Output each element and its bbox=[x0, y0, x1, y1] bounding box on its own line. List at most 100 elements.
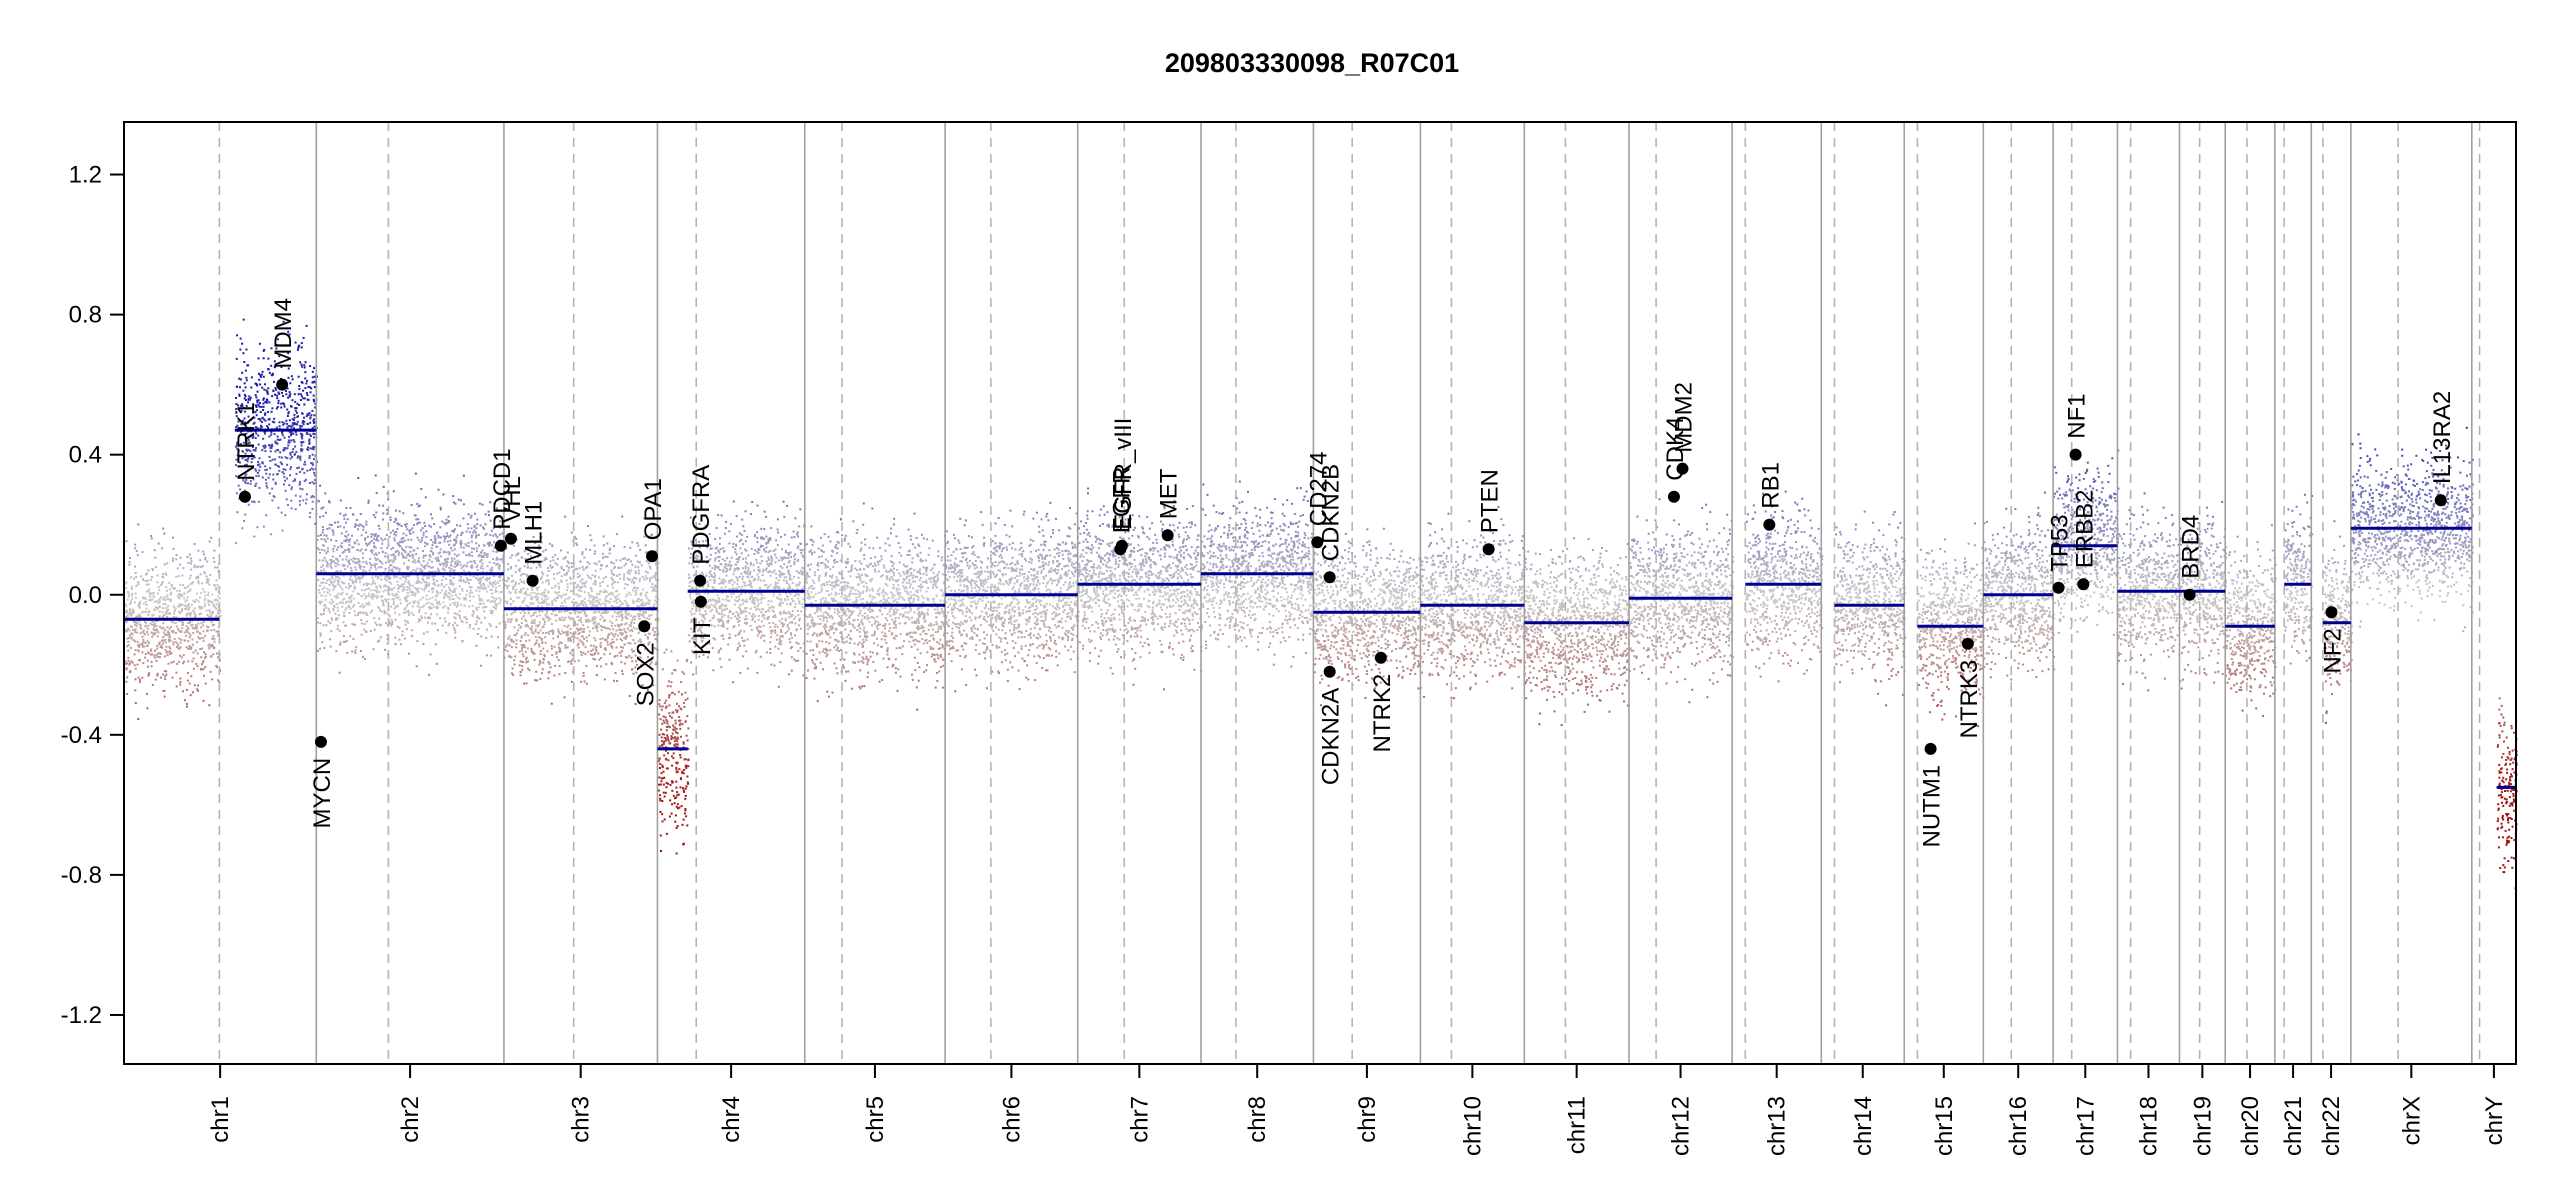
probe-point bbox=[532, 632, 535, 635]
probe-point bbox=[428, 554, 431, 557]
probe-point bbox=[373, 537, 376, 540]
probe-point bbox=[542, 550, 545, 553]
probe-point bbox=[686, 715, 689, 718]
probe-point bbox=[210, 601, 213, 604]
probe-point bbox=[424, 545, 427, 548]
probe-point bbox=[450, 564, 453, 567]
probe-point bbox=[564, 616, 567, 619]
probe-point bbox=[261, 462, 264, 465]
probe-point bbox=[384, 577, 387, 580]
probe-point bbox=[183, 660, 186, 663]
probe-point bbox=[325, 534, 328, 537]
probe-point bbox=[367, 583, 370, 585]
probe-point bbox=[523, 573, 526, 576]
probe-point bbox=[129, 671, 131, 674]
probe-point bbox=[245, 379, 248, 382]
probe-point bbox=[331, 529, 334, 532]
probe-point bbox=[470, 564, 473, 567]
probe-point bbox=[416, 605, 419, 608]
probe-point bbox=[590, 588, 593, 591]
probe-point bbox=[516, 596, 519, 599]
probe-point bbox=[320, 538, 323, 541]
probe-point bbox=[130, 613, 133, 616]
probe-point bbox=[170, 661, 173, 664]
probe-point bbox=[161, 642, 164, 645]
probe-point bbox=[363, 593, 366, 596]
probe-point bbox=[255, 482, 258, 485]
probe-point bbox=[354, 614, 357, 617]
probe-point bbox=[683, 758, 686, 761]
probe-point bbox=[250, 376, 253, 379]
probe-point bbox=[431, 566, 434, 569]
probe-point bbox=[541, 592, 544, 595]
probe-point bbox=[425, 554, 427, 557]
probe-point bbox=[401, 540, 404, 543]
probe-point bbox=[335, 570, 338, 573]
probe-point bbox=[212, 647, 215, 650]
probe-point bbox=[332, 533, 335, 536]
probe-point bbox=[163, 655, 166, 658]
probe-point bbox=[546, 574, 549, 577]
probe-point bbox=[142, 578, 145, 581]
probe-point bbox=[321, 641, 324, 644]
probe-point bbox=[676, 762, 679, 765]
probe-point bbox=[483, 527, 485, 530]
probe-point bbox=[245, 458, 248, 461]
probe-point bbox=[281, 391, 283, 394]
probe-point bbox=[422, 579, 425, 582]
probe-point bbox=[239, 427, 242, 430]
probe-point bbox=[480, 664, 483, 667]
probe-point bbox=[243, 361, 246, 363]
probe-point bbox=[620, 611, 623, 613]
probe-point bbox=[305, 431, 308, 434]
probe-point bbox=[645, 595, 647, 598]
probe-point bbox=[258, 405, 261, 408]
probe-point bbox=[575, 627, 578, 630]
probe-point bbox=[424, 564, 426, 567]
probe-point bbox=[433, 581, 436, 584]
probe-point bbox=[590, 539, 593, 542]
probe-point bbox=[492, 527, 495, 530]
probe-point bbox=[145, 603, 148, 606]
probe-point bbox=[303, 480, 306, 483]
probe-point bbox=[147, 590, 150, 593]
probe-point bbox=[284, 479, 286, 482]
probe-point bbox=[405, 575, 408, 578]
probe-point bbox=[465, 621, 468, 624]
probe-point bbox=[145, 580, 148, 582]
probe-point bbox=[438, 560, 441, 563]
probe-point bbox=[237, 420, 240, 423]
probe-point bbox=[565, 573, 568, 576]
probe-point bbox=[164, 603, 167, 606]
probe-point bbox=[332, 581, 335, 583]
probe-point bbox=[353, 603, 356, 606]
probe-point bbox=[498, 622, 501, 625]
probe-point bbox=[289, 474, 291, 477]
probe-point bbox=[130, 600, 132, 603]
probe-point bbox=[256, 401, 259, 404]
probe-point bbox=[247, 448, 250, 451]
probe-point bbox=[491, 592, 494, 595]
probe-point bbox=[535, 566, 538, 569]
probe-point bbox=[489, 534, 492, 536]
probe-point bbox=[603, 626, 606, 629]
probe-point bbox=[744, 540, 747, 543]
probe-point bbox=[258, 463, 261, 466]
probe-point bbox=[372, 595, 375, 597]
probe-point bbox=[384, 598, 387, 601]
probe-point bbox=[539, 650, 542, 652]
probe-point bbox=[581, 602, 583, 605]
probe-point bbox=[283, 483, 285, 486]
probe-point bbox=[429, 617, 431, 620]
probe-point bbox=[266, 392, 269, 395]
probe-point bbox=[442, 564, 445, 567]
probe-point bbox=[250, 453, 253, 455]
probe-point bbox=[670, 736, 673, 739]
probe-point bbox=[512, 580, 515, 582]
probe-point bbox=[624, 557, 626, 560]
probe-point bbox=[404, 580, 407, 583]
probe-point bbox=[350, 594, 353, 597]
probe-point bbox=[386, 642, 389, 645]
probe-point bbox=[197, 622, 200, 625]
probe-point bbox=[640, 604, 643, 607]
